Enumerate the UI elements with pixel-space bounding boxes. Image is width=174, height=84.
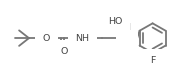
Text: F: F <box>150 56 155 65</box>
Text: O: O <box>43 34 50 43</box>
Text: O: O <box>61 47 68 56</box>
Text: NH: NH <box>75 34 89 43</box>
Text: HO: HO <box>108 17 122 26</box>
Text: N: N <box>123 23 130 32</box>
